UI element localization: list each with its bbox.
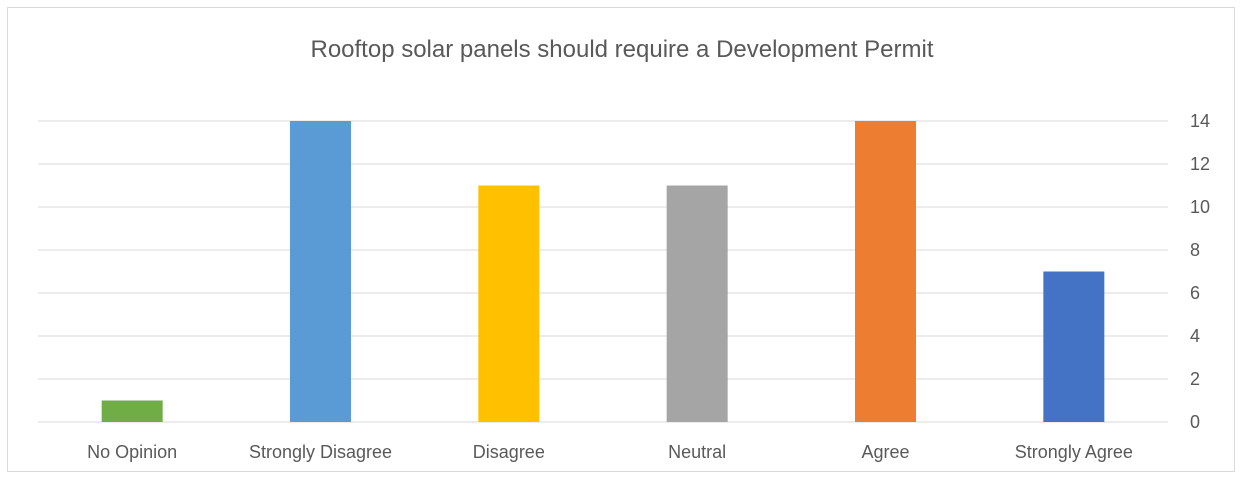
bar-agree bbox=[855, 121, 916, 422]
x-tick-label: Neutral bbox=[668, 442, 726, 462]
x-axis-tick-labels: No Opinion Strongly Disagree Disagree Neutr… bbox=[87, 442, 1133, 462]
bar-neutral bbox=[666, 185, 728, 422]
x-tick-label: No Opinion bbox=[87, 442, 177, 462]
bar-strongly-agree bbox=[1043, 271, 1105, 422]
y-tick-label: 2 bbox=[1190, 369, 1200, 389]
bar-no-opinion bbox=[101, 400, 163, 422]
y-tick-label: 8 bbox=[1190, 240, 1200, 260]
y-tick-label: 0 bbox=[1190, 412, 1200, 432]
x-tick-label: Agree bbox=[861, 442, 909, 462]
y-tick-label: 6 bbox=[1190, 283, 1200, 303]
x-tick-label: Strongly Agree bbox=[1015, 442, 1133, 462]
gridlines bbox=[38, 120, 1168, 423]
bar-strongly-disagree bbox=[290, 121, 351, 422]
y-tick-label: 14 bbox=[1190, 111, 1210, 131]
x-tick-label: Strongly Disagree bbox=[249, 442, 392, 462]
bar-disagree bbox=[478, 185, 540, 422]
y-tick-label: 10 bbox=[1190, 197, 1210, 217]
x-tick-label: Disagree bbox=[473, 442, 545, 462]
y-tick-label: 4 bbox=[1190, 326, 1200, 346]
y-axis-tick-labels: 0 2 4 6 8 10 12 14 bbox=[1190, 111, 1210, 432]
chart-title: Rooftop solar panels should require a De… bbox=[310, 36, 933, 63]
bars bbox=[101, 121, 1105, 422]
chart-frame bbox=[7, 7, 1235, 472]
y-tick-label: 12 bbox=[1190, 154, 1210, 174]
